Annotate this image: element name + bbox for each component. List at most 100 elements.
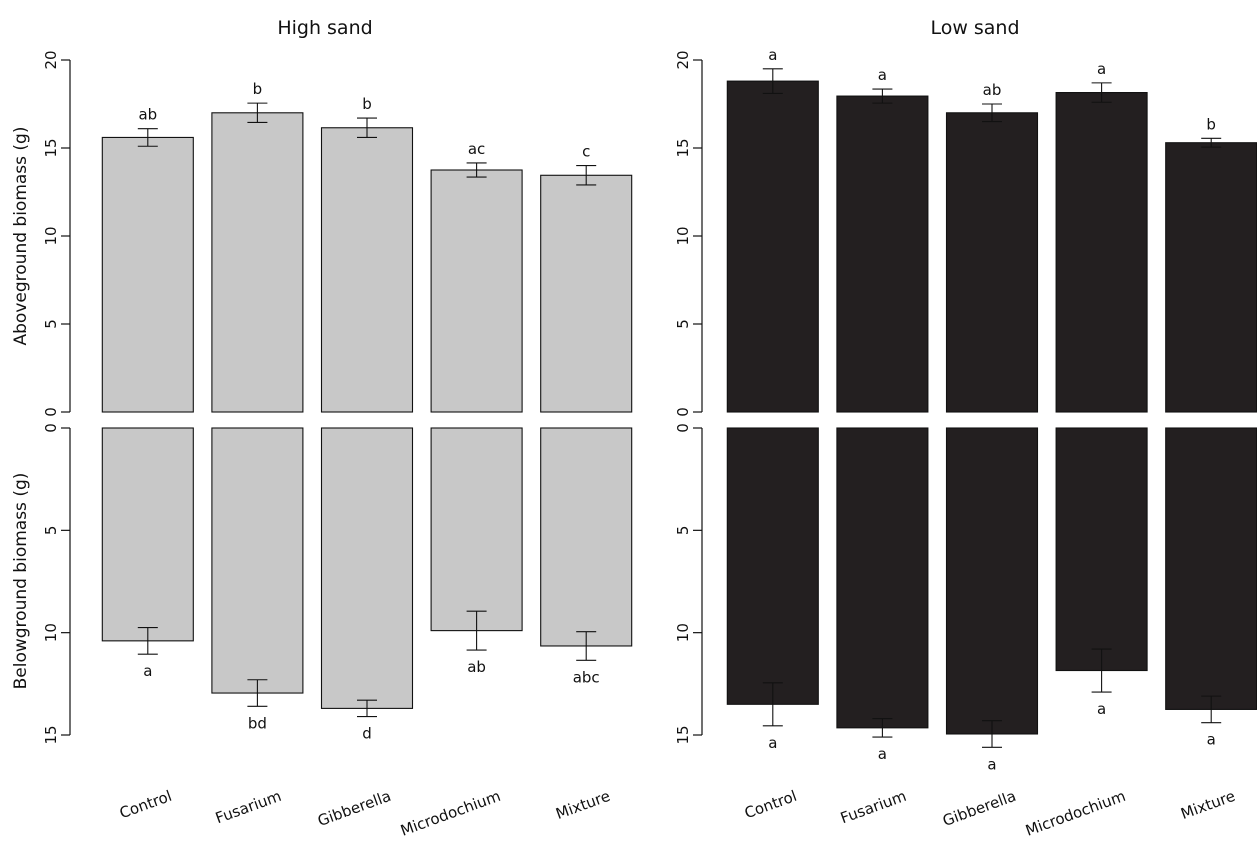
y-tick-label: 20 bbox=[42, 50, 60, 69]
panel-low-sand-belowground: 0 5 10 15 a Control a Fusarium a Gibberella a Micro… bbox=[674, 423, 1257, 840]
significance-letter: a bbox=[143, 662, 152, 680]
error-bar bbox=[137, 626, 158, 655]
error-bar bbox=[576, 631, 597, 661]
error-bar bbox=[1201, 137, 1222, 148]
bar-gibberella bbox=[320, 427, 414, 709]
y-tick-label: 0 bbox=[674, 407, 692, 417]
significance-letter: a bbox=[987, 755, 996, 773]
error-bar bbox=[982, 103, 1002, 123]
significance-letter: a bbox=[1207, 731, 1216, 749]
significance-letter: ab bbox=[983, 81, 1002, 99]
bar-microdochium bbox=[430, 427, 523, 632]
significance-letter: abc bbox=[573, 668, 600, 686]
significance-letter: ab bbox=[138, 106, 157, 124]
significance-letter: a bbox=[1097, 700, 1106, 718]
category-label: Fusarium bbox=[838, 787, 909, 827]
y-tick-label: 0 bbox=[674, 423, 692, 433]
significance-letter: a bbox=[878, 745, 887, 763]
error-bar bbox=[762, 682, 783, 727]
bar-mixture bbox=[1165, 427, 1257, 710]
panel-high-sand-belowground: Belowground biomass (g) 0 5 10 15 a Control bd F… bbox=[11, 423, 633, 840]
error-bar bbox=[466, 162, 487, 178]
y-tick-label: 15 bbox=[674, 138, 692, 157]
error-bar bbox=[872, 88, 893, 104]
category-label: Control bbox=[117, 787, 174, 822]
bar-fusarium bbox=[211, 112, 304, 413]
error-bar bbox=[1201, 695, 1222, 724]
bar-mixture bbox=[1165, 142, 1257, 413]
error-bar bbox=[357, 699, 377, 718]
significance-letter: b bbox=[1206, 115, 1216, 133]
category-label: Gibberella bbox=[940, 787, 1018, 830]
y-axis-label: Aboveground biomass (g) bbox=[11, 127, 31, 346]
error-bar bbox=[137, 128, 158, 147]
panel-title: Low sand bbox=[930, 17, 1019, 39]
error-bar bbox=[576, 165, 597, 186]
significance-letter: d bbox=[362, 725, 372, 743]
significance-letter: c bbox=[582, 143, 590, 161]
y-tick-label: 5 bbox=[42, 526, 60, 536]
y-tick-label: 15 bbox=[674, 725, 692, 744]
y-axis: 0 5 10 15 bbox=[674, 423, 703, 745]
significance-letter: bd bbox=[248, 714, 267, 732]
bar-gibberella bbox=[945, 427, 1039, 735]
significance-letter: a bbox=[1097, 60, 1106, 78]
category-label: Mixture bbox=[553, 787, 612, 823]
error-bar bbox=[762, 68, 783, 94]
bar-control bbox=[101, 427, 194, 642]
error-bar bbox=[247, 102, 268, 124]
significance-letter: b bbox=[253, 80, 263, 98]
y-tick-label: 5 bbox=[674, 526, 692, 536]
error-bar bbox=[872, 718, 893, 738]
y-tick-label: 5 bbox=[674, 319, 692, 329]
bar-microdochium bbox=[430, 169, 523, 413]
bar-microdochium bbox=[1055, 427, 1148, 672]
significance-letter: a bbox=[878, 66, 887, 84]
category-label: Control bbox=[742, 787, 799, 822]
y-tick-label: 10 bbox=[674, 226, 692, 245]
error-bar bbox=[466, 610, 487, 651]
bar-control bbox=[726, 427, 819, 705]
significance-letter: ab bbox=[467, 658, 486, 676]
bar-gibberella bbox=[320, 127, 414, 413]
category-label: Gibberella bbox=[315, 787, 393, 830]
y-tick-label: 5 bbox=[42, 319, 60, 329]
error-bar bbox=[982, 720, 1002, 748]
category-label: Fusarium bbox=[213, 787, 284, 827]
y-axis: 0 5 10 15 bbox=[42, 423, 71, 745]
y-tick-label: 20 bbox=[674, 50, 692, 69]
significance-letter: a bbox=[768, 46, 777, 64]
y-tick-label: 10 bbox=[42, 623, 60, 642]
y-tick-label: 10 bbox=[674, 623, 692, 642]
panel-high-sand-aboveground: High sand Aboveground biomass (g) 0 5 10 15 20… bbox=[11, 17, 633, 417]
significance-letter: ac bbox=[468, 140, 485, 158]
bar-fusarium bbox=[836, 427, 929, 729]
y-tick-label: 0 bbox=[42, 407, 60, 417]
y-tick-label: 10 bbox=[42, 226, 60, 245]
bar-control bbox=[101, 136, 194, 413]
bar-microdochium bbox=[1055, 92, 1148, 413]
y-axis: 0 5 10 15 20 bbox=[674, 50, 703, 417]
significance-letter: a bbox=[768, 734, 777, 752]
error-bar bbox=[1091, 648, 1112, 693]
error-bar bbox=[247, 679, 268, 707]
category-label: Microdochium bbox=[398, 787, 503, 840]
bar-mixture bbox=[540, 174, 633, 413]
category-label: Microdochium bbox=[1023, 787, 1128, 840]
y-axis-label: Belowground biomass (g) bbox=[11, 473, 31, 690]
panel-title: High sand bbox=[277, 17, 372, 39]
error-bar bbox=[357, 117, 377, 138]
category-label: Mixture bbox=[1178, 787, 1237, 823]
bar-fusarium bbox=[836, 95, 929, 413]
y-tick-label: 15 bbox=[42, 725, 60, 744]
bar-gibberella bbox=[945, 112, 1039, 413]
error-bar bbox=[1091, 82, 1112, 103]
y-tick-label: 0 bbox=[42, 423, 60, 433]
bar-control bbox=[726, 80, 819, 413]
significance-letter: b bbox=[362, 95, 372, 113]
y-tick-label: 15 bbox=[42, 138, 60, 157]
bar-fusarium bbox=[211, 427, 304, 694]
y-axis: 0 5 10 15 20 bbox=[42, 50, 71, 417]
